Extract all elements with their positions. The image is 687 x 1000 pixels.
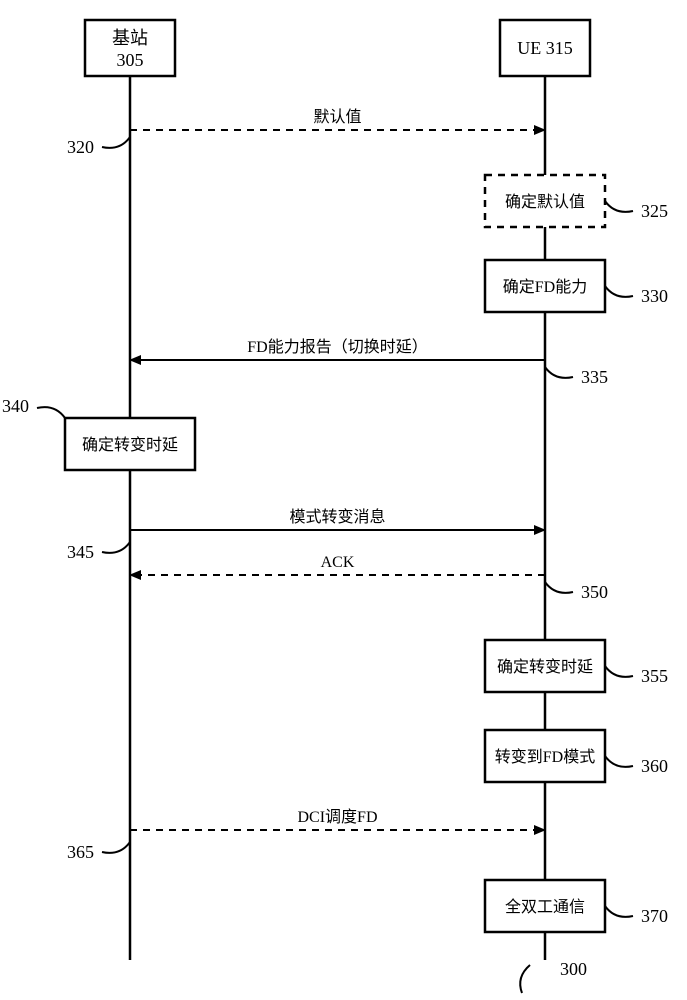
process-label-b340: 确定转变时延 [82,436,178,454]
message-label-m320: 默认值 [313,108,361,126]
process-label-b355: 确定转变时延 [497,658,593,676]
callout-m350: 350 [581,582,608,602]
actor-title-base_station: 基站 [112,28,148,48]
message-label-m350: ACK [321,554,355,571]
callout-m345: 345 [67,542,94,562]
callout-m335: 335 [581,367,608,387]
callout-b330: 330 [641,286,668,306]
actor-subtitle-base_station: 305 [117,50,144,70]
message-label-m335: FD能力报告（切换时延） [247,338,427,356]
callout-b325: 325 [641,201,668,221]
sequence-diagram: 基站305 UE 315 默认值 320 FD能力报告（切换时延） 335 模式转变消息 34… [0,0,687,1000]
message-label-m365: DCI调度FD [297,808,377,826]
callout-m320: 320 [67,137,94,157]
figure-callout: 300 [560,959,587,979]
process-label-b370: 全双工通信 [505,898,585,916]
actor-title-ue: UE 315 [517,38,573,58]
process-label-b325: 确定默认值 [505,193,585,211]
callout-b340: 340 [2,396,29,416]
callout-m365: 365 [67,842,94,862]
process-label-b330: 确定FD能力 [503,278,587,296]
callout-b355: 355 [641,666,668,686]
message-label-m345: 模式转变消息 [289,508,385,526]
callout-b370: 370 [641,906,668,926]
callout-b360: 360 [641,756,668,776]
process-label-b360: 转变到FD模式 [495,748,595,766]
canvas [0,0,687,1000]
